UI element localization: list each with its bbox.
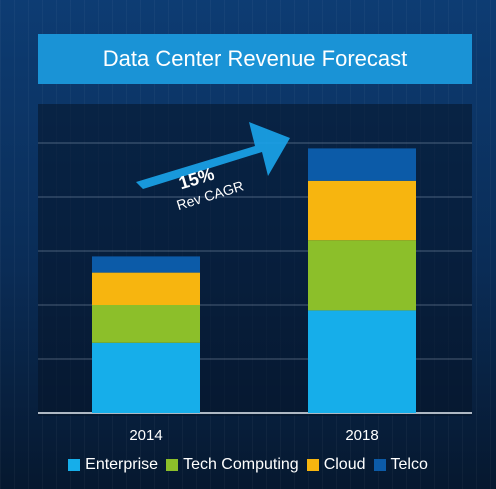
bar-telco-2018	[308, 148, 416, 181]
legend-item-telco: Telco	[373, 456, 428, 474]
cagr-arrow-shape	[136, 122, 290, 189]
bar-enterprise-2018	[308, 310, 416, 413]
x-tick-labels: 2014 2018	[129, 427, 378, 444]
legend-label-enterprise: Enterprise	[85, 456, 159, 473]
legend-swatch-telco	[373, 459, 386, 471]
bar-tech-computing-2014	[92, 305, 200, 343]
legend-item-cloud: Cloud	[306, 456, 366, 474]
cagr-arrow	[136, 122, 290, 189]
bar-tech-computing-2018	[308, 240, 416, 311]
bars	[92, 148, 416, 413]
chart-title: Data Center Revenue Forecast	[102, 46, 408, 71]
legend: Enterprise Tech Computing Cloud Telco	[0, 454, 496, 476]
legend-item-tech-computing: Tech Computing	[166, 456, 299, 474]
bar-telco-2014	[92, 256, 200, 273]
legend-label-tech-computing: Tech Computing	[183, 456, 299, 473]
cagr-text: 15% Rev CAGR	[175, 164, 246, 213]
legend-swatch-enterprise	[68, 459, 81, 471]
x-tick-label: 2018	[345, 427, 378, 444]
legend-swatch-tech-computing	[166, 459, 179, 471]
bar-enterprise-2014	[92, 342, 200, 413]
legend-item-enterprise: Enterprise	[68, 456, 158, 474]
x-tick-label: 2014	[129, 427, 162, 444]
legend-label-telco: Telco	[390, 456, 428, 473]
legend-swatch-cloud	[306, 459, 319, 471]
bar-cloud-2018	[308, 180, 416, 241]
title-banner: Data Center Revenue Forecast	[38, 34, 472, 84]
bar-cloud-2014	[92, 272, 200, 305]
legend-label-cloud: Cloud	[323, 456, 366, 473]
